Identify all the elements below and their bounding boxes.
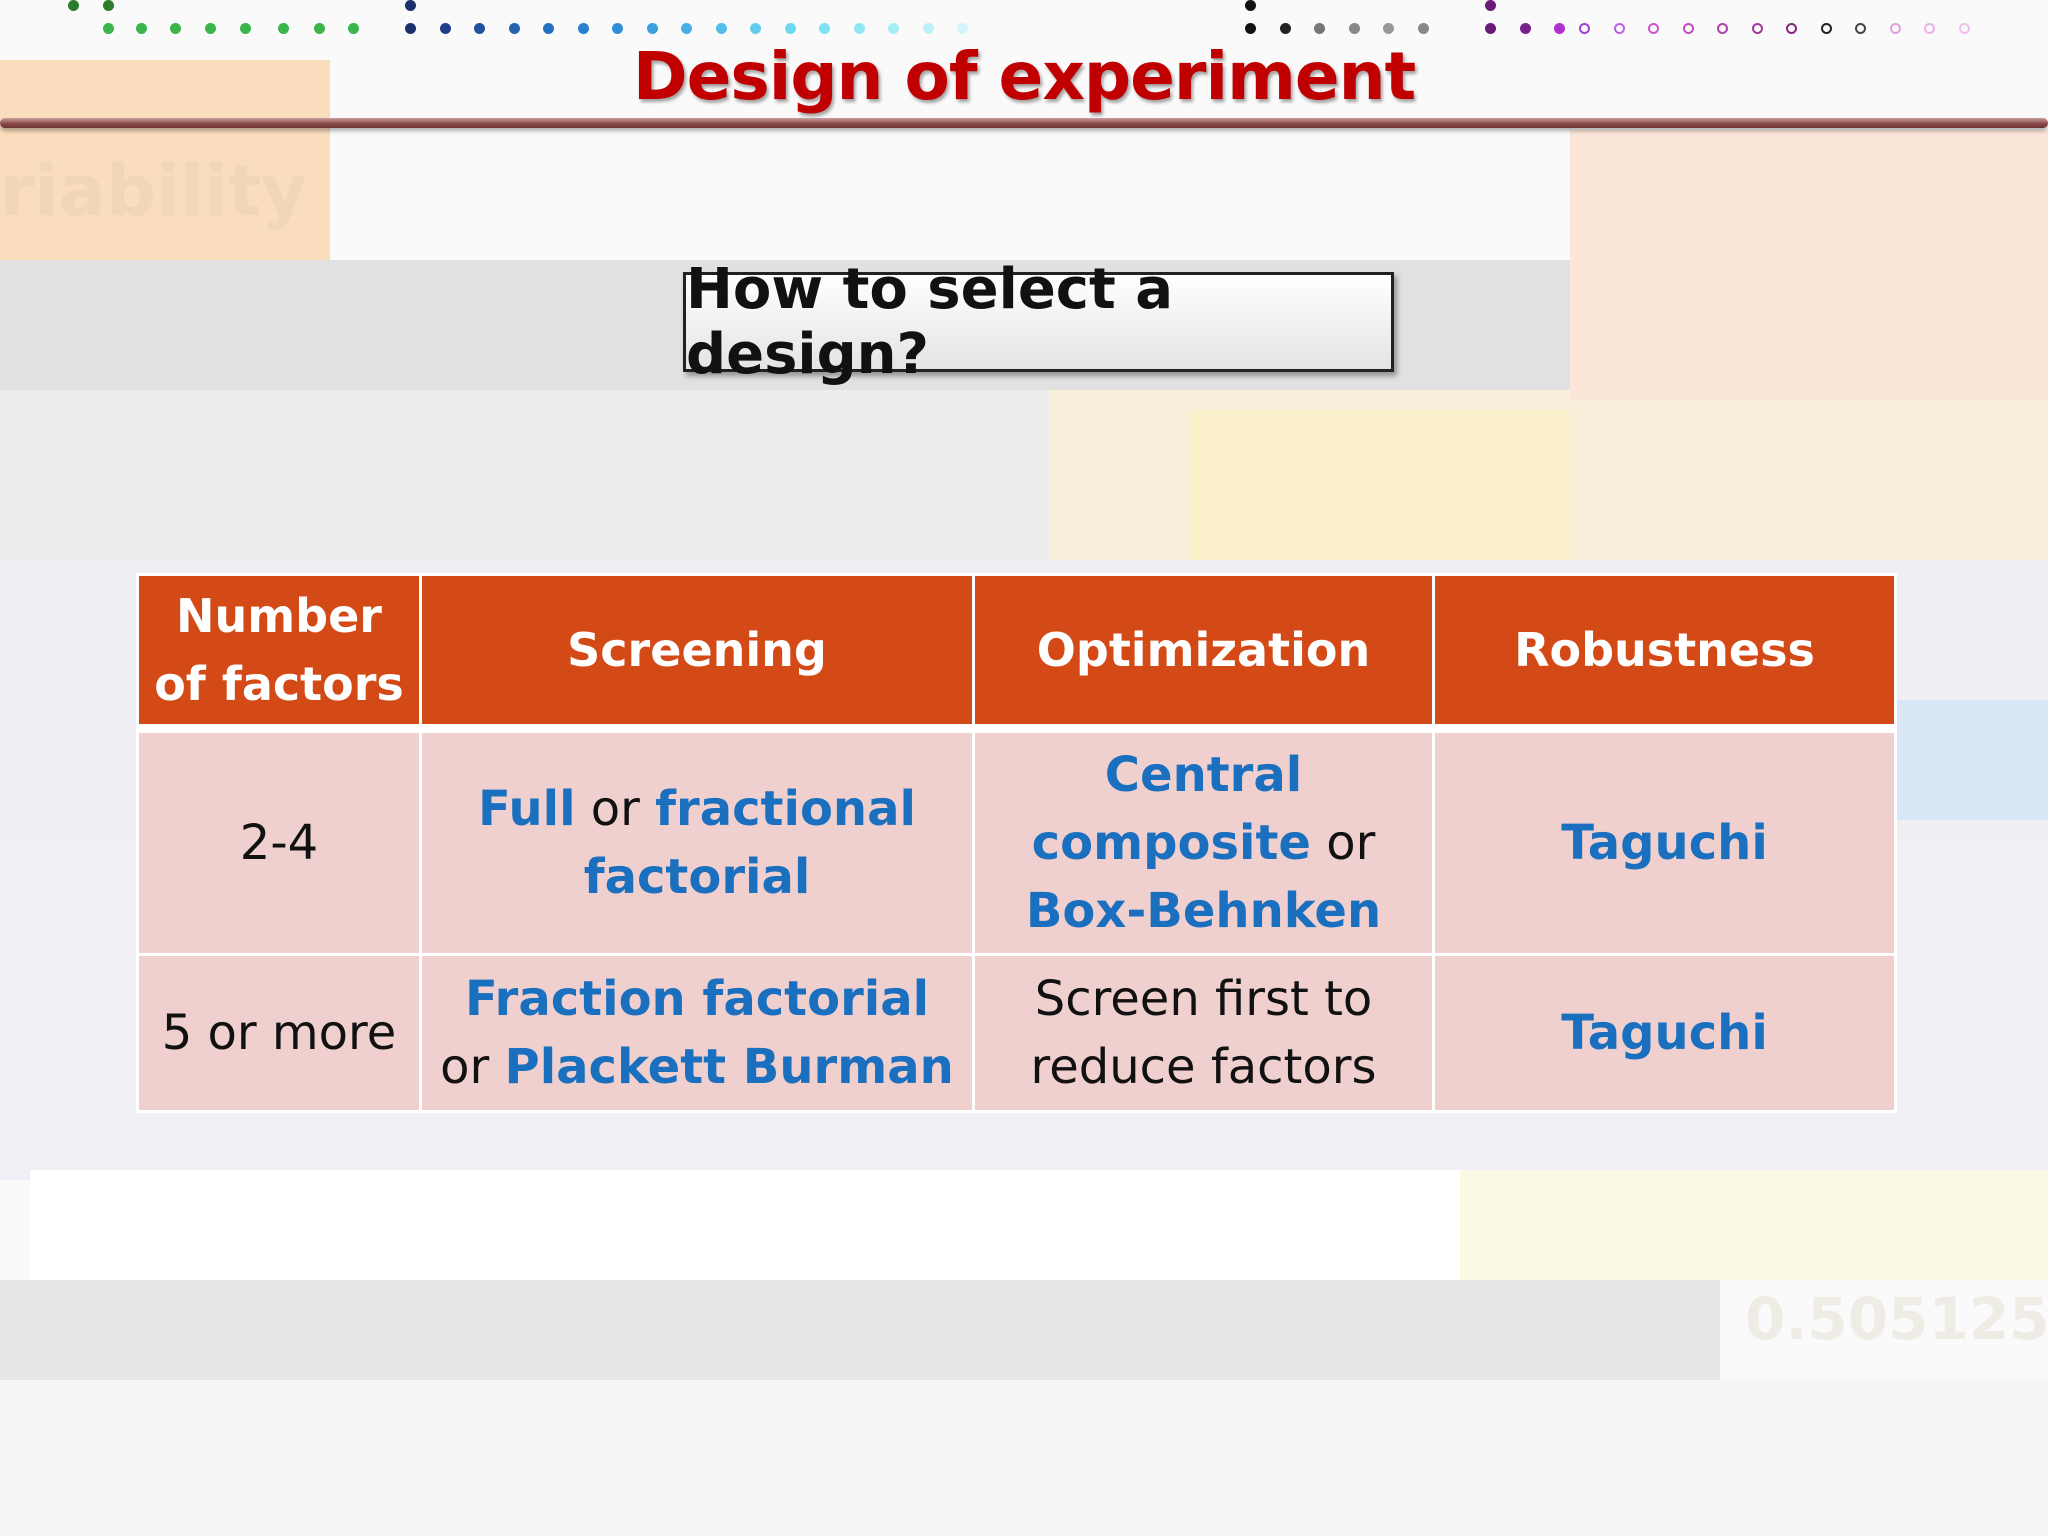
robustness-value: Taguchi (1561, 815, 1768, 871)
factors-cell: 2-4 (136, 724, 422, 956)
decorative-dot (278, 23, 289, 34)
decorative-dot-border (0, 0, 2048, 40)
screening-option-a: Fraction factorial (464, 971, 930, 1027)
screening-cell: Fraction factorial or Plackett Burman (419, 953, 975, 1113)
decorative-dot (1245, 23, 1256, 34)
decorative-dot (853, 23, 865, 34)
decorative-dot (474, 23, 485, 34)
decorative-dot (136, 23, 147, 34)
decorative-dot (68, 0, 79, 11)
robustness-value: Taguchi (1561, 1005, 1768, 1061)
decorative-dot (612, 23, 623, 34)
header-number-of-factors: Number of factors (136, 573, 422, 730)
decorative-dot (1613, 23, 1625, 34)
title-divider (0, 118, 2048, 128)
design-selection-table: Number of factors Screening Optimization… (136, 573, 1897, 1113)
decorative-dot (405, 23, 416, 34)
decorative-dot (1554, 23, 1565, 34)
decorative-dot (205, 23, 216, 34)
decorative-dot (750, 23, 761, 34)
decorative-dot (170, 23, 181, 34)
screening-option-b: Plackett Burman (504, 1039, 954, 1095)
table-header-row: Number of factors Screening Optimization… (136, 573, 1897, 730)
screening-option-a: Full (478, 781, 576, 837)
table-row: 5 or more Fraction factorial or Plackett… (136, 953, 1897, 1113)
decorative-dot (922, 23, 934, 34)
screening-cell: Full or fractional factorial (419, 724, 975, 956)
decorative-dot (957, 23, 968, 34)
decorative-dot (1417, 23, 1429, 34)
decorative-dot (103, 23, 114, 34)
decorative-dot (1751, 23, 1763, 34)
decorative-dot (1279, 23, 1291, 34)
header-screening: Screening (419, 573, 975, 730)
decorative-dot (314, 23, 325, 34)
decorative-dot (1579, 23, 1590, 34)
optimization-connector: or (1310, 815, 1376, 871)
decorative-dot (1519, 23, 1531, 34)
decorative-dot (508, 23, 520, 34)
decorative-dot (1820, 23, 1832, 34)
screening-option-b: fractional factorial (583, 781, 916, 905)
decorative-dot (1889, 23, 1901, 34)
decorative-dot (240, 23, 251, 34)
table-row: 2-4 Full or fractional factorial Central… (136, 724, 1897, 956)
decorative-dot (715, 23, 727, 34)
decorative-dot (1648, 23, 1659, 34)
decorative-dot (103, 0, 114, 11)
optimization-text: Screen first to reduce factors (1030, 971, 1377, 1095)
decorative-dot (681, 23, 692, 34)
factors-cell: 5 or more (136, 953, 422, 1113)
decorative-dot (1958, 23, 1970, 34)
decorative-dot (405, 0, 416, 11)
decorative-dot (577, 23, 589, 34)
decorative-dot (1855, 23, 1866, 34)
slide-title: Design of experiment (632, 38, 1416, 115)
question-box: How to select a design? (683, 257, 1394, 387)
decorative-dot (646, 23, 658, 34)
decorative-dot (348, 23, 359, 34)
decorative-dot (1786, 23, 1797, 34)
optimization-option-a: Central composite (1031, 747, 1311, 871)
decorative-dot (888, 23, 899, 34)
robustness-cell: Taguchi (1432, 953, 1897, 1113)
decorative-dot (1383, 23, 1394, 34)
decorative-dot (1348, 23, 1360, 34)
optimization-cell: Central composite or Box-Behnken (972, 724, 1435, 956)
header-optimization: Optimization (972, 573, 1435, 730)
decorative-dot (1682, 23, 1694, 34)
decorative-dot (1717, 23, 1728, 34)
decorative-dot (1485, 0, 1496, 11)
decorative-dot (439, 23, 451, 34)
decorative-dot (543, 23, 554, 34)
robustness-cell: Taguchi (1432, 724, 1897, 956)
header-robustness: Robustness (1432, 573, 1897, 730)
decorative-dot (784, 23, 796, 34)
optimization-cell: Screen first to reduce factors (972, 953, 1435, 1113)
optimization-option-b: Box-Behnken (1025, 883, 1382, 939)
decorative-dot (1924, 23, 1935, 34)
decorative-dot (1314, 23, 1325, 34)
decorative-dot (1245, 0, 1256, 11)
screening-connector: or (440, 1039, 505, 1095)
screening-connector: or (575, 781, 656, 837)
factors-value: 5 or more (161, 1005, 397, 1061)
factors-value: 2-4 (239, 815, 319, 871)
decorative-dot (819, 23, 830, 34)
decorative-dot (1485, 23, 1496, 34)
